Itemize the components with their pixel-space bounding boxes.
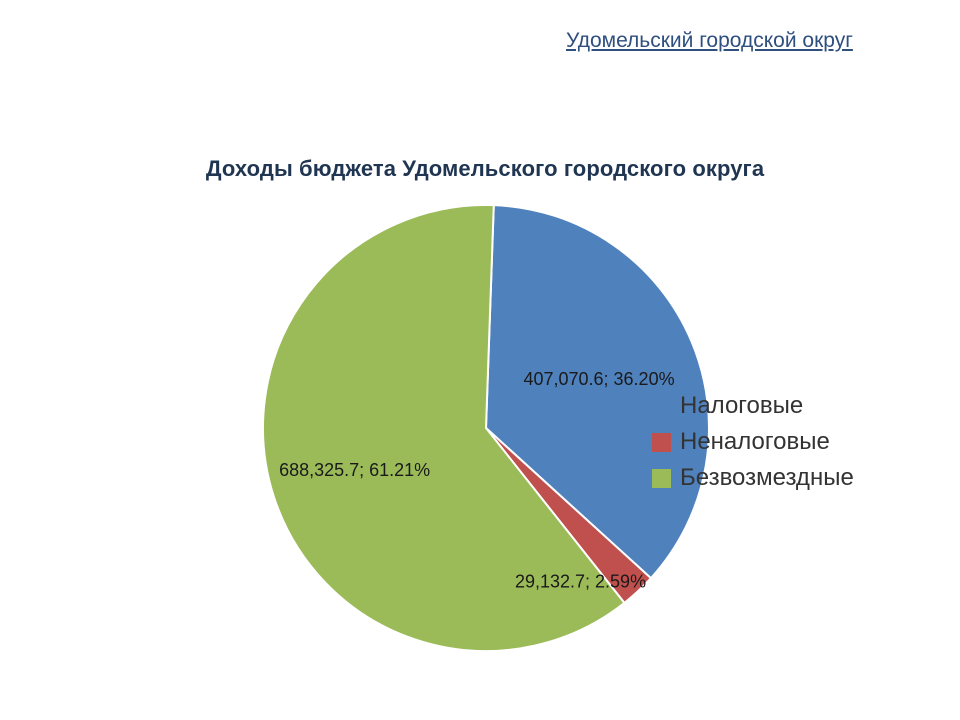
legend-item-bezvozmezdnye: Безвозмездные [652, 460, 854, 496]
legend-label-bezvozmezdnye: Безвозмездные [680, 464, 854, 491]
legend-swatch-nenalogovye [652, 432, 671, 452]
legend-swatch-nalogovye [652, 396, 671, 416]
legend-swatch-bezvozmezdnye [652, 468, 671, 488]
header-link[interactable]: Удомельский городской округ [566, 29, 853, 52]
legend-item-nalogovye: Налоговые [652, 388, 854, 424]
pie-slice-bezvozmezdnye [262, 204, 626, 652]
chart-title: Доходы бюджета Удомельского городского о… [205, 156, 765, 181]
data-label-nenalogovye: 29,132.7; 2.59% [515, 572, 646, 592]
legend-label-nenalogovye: Неналоговые [680, 428, 830, 455]
legend-item-nenalogovye: Неналоговые [652, 424, 854, 460]
data-label-bezvozmezdnye: 688,325.7; 61.21% [279, 460, 430, 480]
chart-legend: Налоговые Неналоговые Безвозмездные [652, 388, 854, 496]
data-label-nalogovye: 407,070.6; 36.20% [523, 369, 674, 389]
legend-label-nalogovye: Налоговые [680, 392, 804, 419]
